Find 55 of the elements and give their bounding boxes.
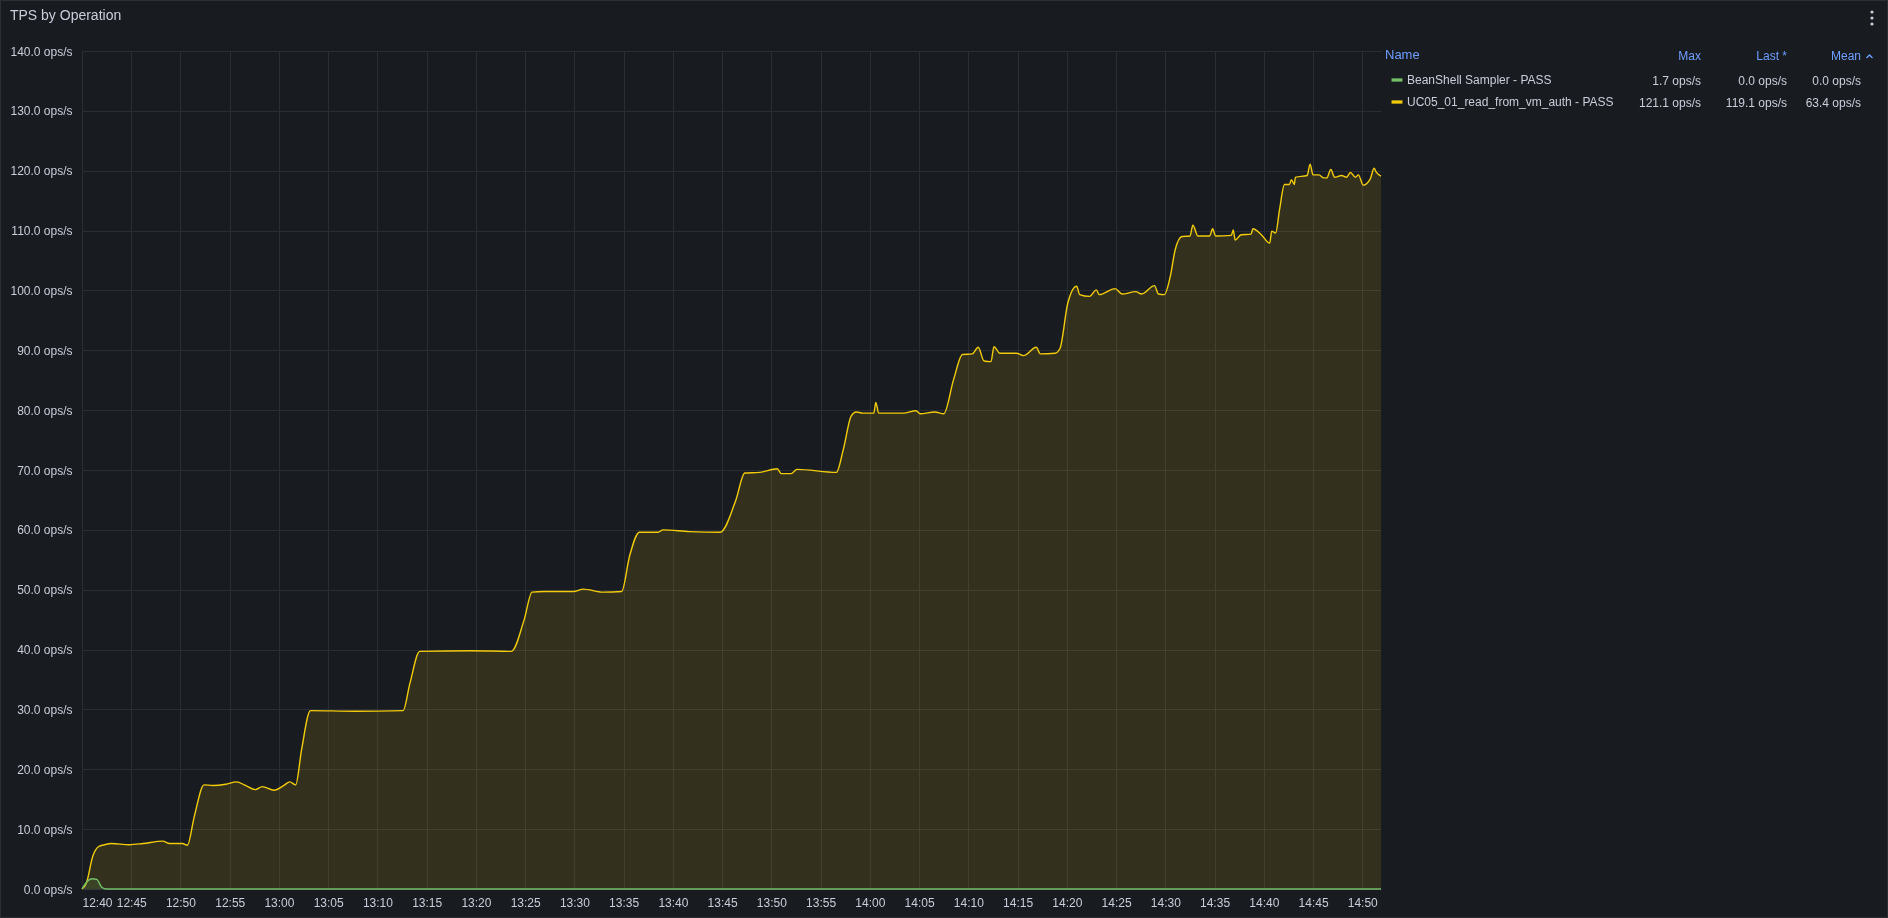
x-tick-label: 13:45 [707,895,738,910]
x-tick-label: 14:50 [1347,895,1379,910]
x-tick-label: 14:20 [1052,895,1083,910]
y-tick-label: 40.0 ops/s [17,643,73,658]
text: 0.0 ops/s [1738,74,1787,88]
x-tick-label: 13:15 [412,895,443,910]
y-tick-label: 20.0 ops/s [17,762,73,777]
x-tick-label: 14:00 [855,895,886,910]
x-tick-label: 12:40 [82,895,113,910]
y-tick-label: 70.0 ops/s [17,463,73,478]
y-tick-label: 50.0 ops/s [17,583,73,598]
x-tick-label: 13:55 [806,895,837,910]
y-tick-label: 130.0 ops/s [10,104,73,119]
x-tick-label: 14:40 [1249,895,1280,910]
y-tick-label: 60.0 ops/s [17,523,73,538]
text: Last * [1756,48,1787,63]
x-tick-label: 13:05 [313,895,345,910]
x-tick-label: 13:40 [658,895,689,910]
x-tick-label: 13:25 [510,895,542,910]
text: 63.4 ops/s [1805,96,1861,110]
legend-title: Name [1385,47,1420,62]
x-tick-label: 13:30 [559,895,591,910]
text: 121.1 ops/s [1638,96,1701,110]
x-tick-label: 13:35 [609,895,640,910]
chart-title: TPS by Operation [9,7,122,23]
y-tick-label: 120.0 ops/s [10,164,73,179]
y-tick-label: 80.0 ops/s [17,403,73,418]
legend-label: UC05_01_read_from_vm_auth - PASS [1407,95,1614,109]
text: Max [1678,48,1701,63]
x-tick-label: 13:00 [264,895,295,910]
y-tick-label: 10.0 ops/s [17,822,73,837]
x-tick-label: 14:25 [1101,895,1132,910]
text: 0.0 ops/s [1812,74,1861,88]
y-tick-label: 90.0 ops/s [17,343,73,358]
x-tick-label: 12:55 [215,895,246,910]
y-tick-label: 30.0 ops/s [17,702,73,717]
x-tick-label: 14:45 [1298,895,1329,910]
text: 119.1 ops/s [1725,96,1787,110]
x-tick-label: 14:30 [1150,895,1182,910]
x-tick-label: 14:10 [953,895,985,910]
x-tick-label: 13:20 [461,895,492,910]
x-tick-label: 13:50 [756,895,788,910]
text: 1.7 ops/s [1652,74,1701,88]
x-tick-label: 14:05 [904,895,935,910]
y-tick-label: 100.0 ops/s [10,283,73,298]
legend-label: BeanShell Sampler - PASS [1407,73,1552,87]
x-tick-label: 14:15 [1003,895,1034,910]
x-tick-label: 14:35 [1200,895,1231,910]
y-tick-label: 110.0 ops/s [11,224,73,239]
x-tick-label: 13:10 [362,895,394,910]
x-tick-label: 12:45 [116,895,148,910]
x-tick-label: 12:50 [165,895,197,910]
y-tick-label: 140.0 ops/s [10,44,73,59]
y-tick-label: 0.0 ops/s [23,882,73,897]
text: Mean [1830,48,1861,63]
